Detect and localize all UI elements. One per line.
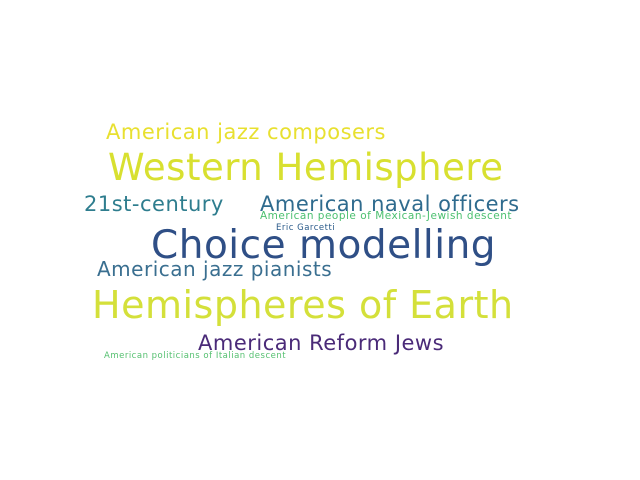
word-american-naval-officers: American naval officers [260,192,520,216]
word-hemispheres-of-earth: Hemispheres of Earth [92,283,514,327]
word-american-people-of-mexican-jewish-descent: American people of Mexican-Jewish descen… [260,210,513,222]
word-21st-century: 21st-century [84,192,224,216]
word-american-jazz-composers: American jazz composers [106,120,386,144]
word-choice-modelling: Choice modelling [151,223,497,268]
word-american-jazz-pianists: American jazz pianists [97,257,333,281]
word-american-politicians-of-italian-descent: American politicians of Italian descent [104,351,287,361]
word-western-hemisphere: Western Hemisphere [108,146,504,189]
word-eric-garcetti: Eric Garcetti [276,223,336,233]
word-american-reform-jews: American Reform Jews [198,331,445,355]
